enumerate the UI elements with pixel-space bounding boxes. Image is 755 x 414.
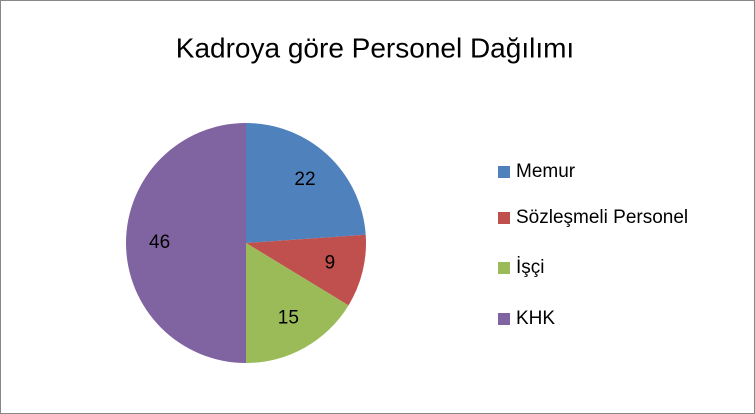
legend-label: Memur: [516, 161, 576, 182]
legend-label: İşçi: [516, 257, 545, 278]
legend-swatch: [498, 313, 510, 325]
legend-swatch: [498, 212, 510, 224]
legend-label: Sözleşmeli Personel: [516, 207, 688, 228]
data-label: 46: [149, 232, 170, 253]
pie-slice: [246, 123, 366, 243]
data-label: 9: [325, 252, 336, 273]
legend-swatch: [498, 262, 510, 274]
legend-swatch: [498, 166, 510, 178]
pie-slice: [246, 243, 349, 363]
chart-title: Kadroya göre Personel Dağılımı: [176, 32, 574, 63]
data-label: 15: [278, 307, 299, 328]
pie-slice: [126, 123, 246, 363]
legend-label: KHK: [516, 308, 555, 329]
data-label: 22: [294, 169, 315, 190]
pie-slice: [246, 234, 366, 306]
